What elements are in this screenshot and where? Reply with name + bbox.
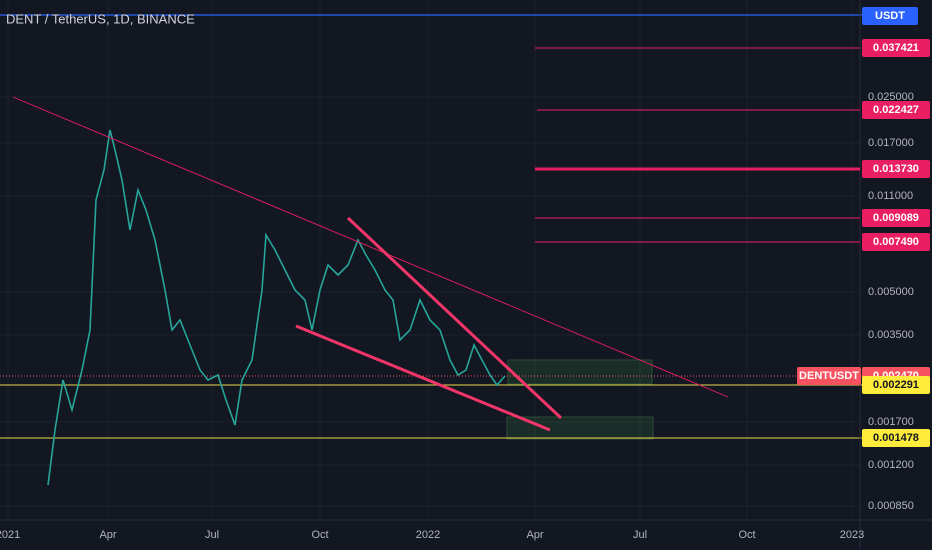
price-label: 0.000850 <box>868 500 914 512</box>
wedge-line <box>295 324 551 432</box>
trendline <box>12 96 729 398</box>
badge-text: 0.022427 <box>873 104 919 116</box>
badge-text: 0.002291 <box>873 379 919 391</box>
badge-text: DENTUSDT <box>799 370 859 382</box>
labels: 0.025000 0.017000 0.011000 0.005000 0.003500… <box>0 7 930 541</box>
time-label: Apr <box>526 529 543 541</box>
badge <box>862 7 918 25</box>
badge <box>862 39 930 57</box>
zone <box>506 416 654 440</box>
time-label: Oct <box>311 529 328 541</box>
badge-text: 0.007490 <box>873 236 919 248</box>
time-label: 2022 <box>416 529 440 541</box>
price-path <box>47 129 506 486</box>
time-label: Jul <box>633 529 647 541</box>
badge <box>862 209 930 227</box>
price-label: 0.025000 <box>868 91 914 103</box>
price-label: 0.001200 <box>868 459 914 471</box>
badge-text: 0.037421 <box>873 42 919 54</box>
badge <box>862 376 930 394</box>
time-label: Jul <box>205 529 219 541</box>
badge <box>862 233 930 251</box>
wedge-line <box>346 216 563 420</box>
price-label: 0.005000 <box>868 286 914 298</box>
price-label: 0.003500 <box>868 329 914 341</box>
badge-text: 0.013730 <box>873 163 919 175</box>
badge <box>862 160 930 178</box>
grid <box>0 0 860 520</box>
title: DENT / TetherUS, 1D, BINANCE <box>6 11 195 26</box>
badge-text: 0.009089 <box>873 212 919 224</box>
badge-text: USDT <box>875 10 905 22</box>
time-label: Oct <box>738 529 755 541</box>
time-label: 2021 <box>0 529 20 541</box>
badge <box>797 367 861 385</box>
badge <box>862 429 930 447</box>
time-label: Apr <box>99 529 116 541</box>
price-label: 0.017000 <box>868 137 914 149</box>
zone <box>507 359 653 385</box>
price-label: 0.011000 <box>868 190 913 202</box>
badge <box>862 101 930 119</box>
badge-text: 0.001478 <box>873 432 919 444</box>
price-label: 0.001700 <box>868 416 914 428</box>
time-label: 2023 <box>840 529 864 541</box>
